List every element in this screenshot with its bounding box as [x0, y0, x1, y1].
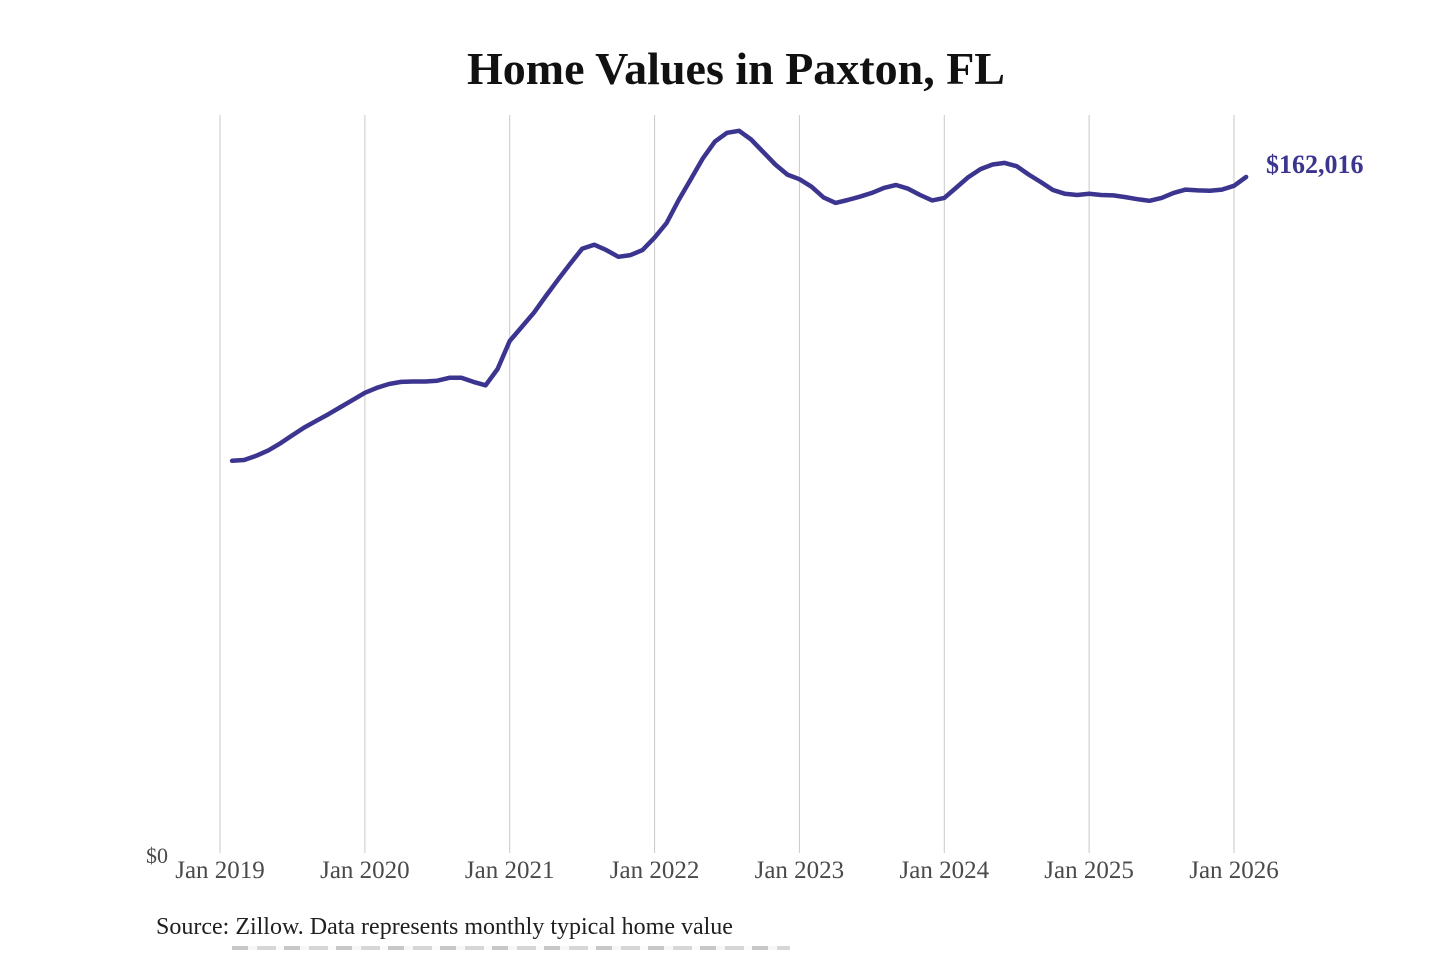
home-value-line: [229, 128, 1249, 464]
x-tick-jan-2026: Jan 2026: [1189, 857, 1279, 884]
x-tick-jan-2021: Jan 2021: [464, 857, 555, 884]
x-tick-jan-2022: Jan 2022: [609, 857, 700, 884]
x-tick-jan-2020: Jan 2020: [320, 857, 410, 884]
x-axis-tick-labels: Jan 2019 Jan 2020 Jan 2021 Jan 2022 Jan 2023…: [0, 857, 1440, 889]
latest-value-label: $162,016: [1266, 150, 1364, 179]
cutoff-content-strip: [232, 946, 790, 950]
source-note: Source: Zillow. Data represents monthly …: [156, 914, 733, 940]
x-tick-jan-2024: Jan 2024: [899, 857, 990, 884]
x-tick-jan-2023: Jan 2023: [754, 857, 845, 884]
year-gridlines: [219, 115, 1235, 853]
chart-title: Home Values in Paxton, FL: [466, 43, 1005, 94]
y-axis-zero-label: $0: [146, 843, 168, 868]
x-tick-jan-2019: Jan 2019: [175, 857, 265, 884]
x-tick-jan-2025: Jan 2025: [1044, 857, 1134, 884]
